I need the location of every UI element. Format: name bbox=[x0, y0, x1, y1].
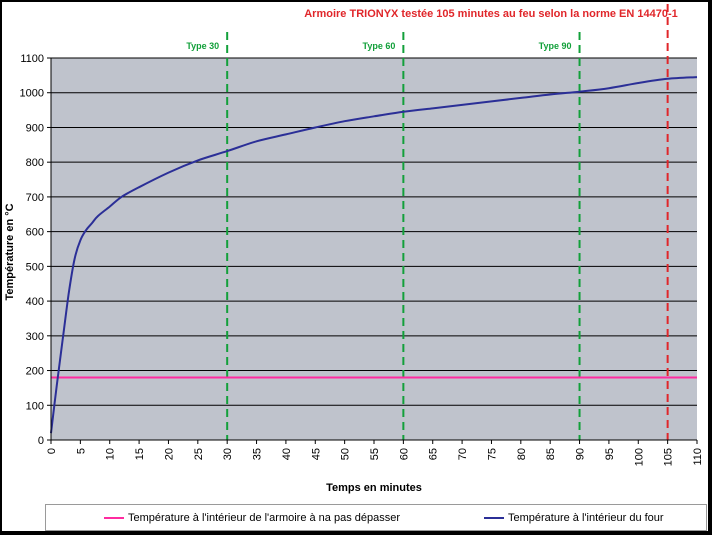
legend-item-furnace-temperature: Température à l'intérieur du four bbox=[484, 505, 664, 530]
ytick-label-0: 0 bbox=[38, 435, 44, 447]
xtick-label-10: 10 bbox=[105, 448, 117, 460]
xtick-label-80: 80 bbox=[516, 448, 528, 460]
legend-swatch-enclosure-limit bbox=[104, 516, 124, 519]
x-axis-title: Temps en minutes bbox=[326, 482, 422, 494]
ytick-label-1100: 1100 bbox=[20, 53, 44, 65]
xtick-label-5: 5 bbox=[75, 448, 87, 454]
xtick-label-40: 40 bbox=[281, 448, 293, 460]
xtick-label-20: 20 bbox=[163, 448, 175, 460]
xtick-label-85: 85 bbox=[545, 448, 557, 460]
ytick-label-700: 700 bbox=[26, 192, 44, 204]
legend-swatch-furnace-temperature bbox=[484, 516, 504, 519]
xtick-label-95: 95 bbox=[604, 448, 616, 460]
legend-label-enclosure-limit: Température à l'intérieur de l'armoire à… bbox=[128, 511, 401, 524]
chart-title: Armoire TRIONYX testée 105 minutes au fe… bbox=[304, 8, 678, 20]
xtick-label-90: 90 bbox=[575, 448, 587, 460]
ytick-label-200: 200 bbox=[26, 366, 44, 378]
xtick-label-70: 70 bbox=[457, 448, 469, 460]
xtick-label-45: 45 bbox=[310, 448, 322, 460]
marker-label-30: Type 30 bbox=[186, 41, 219, 51]
xtick-label-60: 60 bbox=[398, 448, 410, 460]
legend-item-enclosure-limit: Température à l'intérieur de l'armoire à… bbox=[104, 505, 400, 530]
marker-label-90: Type 90 bbox=[539, 41, 572, 51]
series-line-1 bbox=[50, 76, 698, 434]
legend-label-furnace-temperature: Température à l'intérieur du four bbox=[508, 511, 664, 524]
xtick-label-100: 100 bbox=[633, 448, 645, 466]
marker-label-60: Type 60 bbox=[363, 41, 396, 51]
xtick-label-15: 15 bbox=[134, 448, 146, 460]
ytick-label-900: 900 bbox=[26, 122, 44, 134]
xtick-label-55: 55 bbox=[369, 448, 381, 460]
ytick-label-800: 800 bbox=[26, 157, 44, 169]
xtick-label-25: 25 bbox=[193, 448, 205, 460]
xtick-label-110: 110 bbox=[692, 448, 704, 466]
xtick-label-35: 35 bbox=[252, 448, 264, 460]
xtick-label-65: 65 bbox=[428, 448, 440, 460]
ytick-label-300: 300 bbox=[26, 331, 44, 343]
xtick-label-50: 50 bbox=[340, 448, 352, 460]
ytick-label-500: 500 bbox=[26, 261, 44, 273]
y-axis-title: Température en °C bbox=[4, 203, 16, 300]
plot-area bbox=[51, 58, 697, 440]
ytick-label-100: 100 bbox=[26, 400, 44, 412]
xtick-label-0: 0 bbox=[46, 448, 58, 454]
xtick-label-75: 75 bbox=[486, 448, 498, 460]
ytick-label-400: 400 bbox=[26, 296, 44, 308]
ytick-label-1000: 1000 bbox=[20, 88, 44, 100]
legend: Température à l'intérieur de l'armoire à… bbox=[45, 504, 707, 531]
ytick-label-600: 600 bbox=[26, 227, 44, 239]
xtick-label-105: 105 bbox=[663, 448, 675, 466]
xtick-label-30: 30 bbox=[222, 448, 234, 460]
